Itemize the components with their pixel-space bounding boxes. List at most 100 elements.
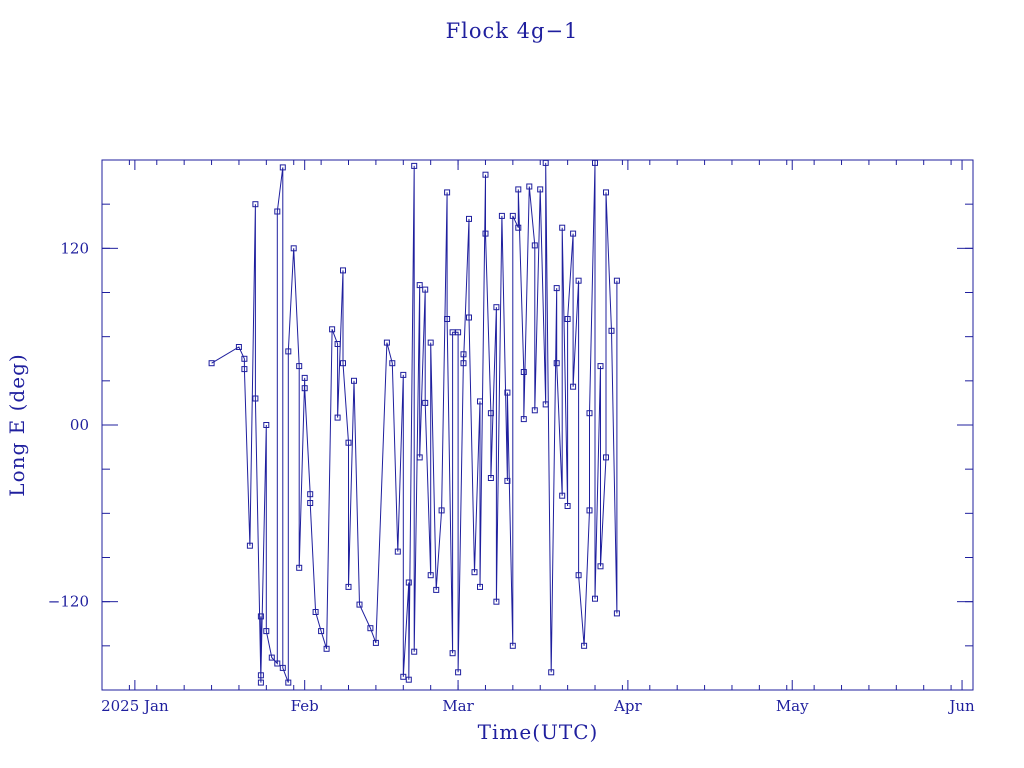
x-tick-label: Apr (613, 697, 642, 715)
data-point-marker (553, 360, 560, 367)
data-point-marker (301, 385, 308, 392)
data-point-marker (498, 212, 505, 219)
data-point-marker (570, 230, 577, 237)
y-tick-label: −120 (48, 593, 89, 611)
plot-frame (101, 159, 974, 691)
data-point-marker (542, 401, 549, 408)
data-point-marker (433, 586, 440, 593)
data-point-marker (455, 329, 462, 336)
data-point-marker (564, 503, 571, 509)
data-point-marker (564, 316, 571, 322)
data-point-marker (548, 669, 555, 676)
data-point-marker (608, 327, 615, 334)
data-point-marker (389, 360, 396, 367)
data-point-marker (515, 186, 522, 193)
data-point-marker (285, 679, 292, 686)
data-point-marker (504, 477, 511, 484)
data-point-marker (422, 286, 429, 293)
data-point-marker (553, 285, 560, 292)
data-point-marker (411, 162, 418, 169)
data-point-marker (466, 314, 472, 321)
chart-title: Flock 4g−1 (446, 19, 579, 43)
x-tick-label: 2025 Jan (101, 697, 169, 715)
data-point-marker (356, 601, 363, 608)
y-axis-label: Long E (deg) (5, 353, 29, 496)
data-point-marker (586, 410, 593, 417)
data-point-marker (263, 422, 270, 428)
x-tick-label: Feb (291, 697, 319, 715)
data-point-marker (515, 224, 522, 231)
data-point-marker (340, 267, 346, 274)
data-point-marker (296, 564, 303, 571)
x-axis-label: Time(UTC) (478, 720, 599, 744)
data-point-marker (241, 366, 248, 373)
series-line (211, 162, 618, 683)
data-point-marker (504, 389, 511, 396)
data-point-marker (471, 569, 478, 576)
data-point-marker (493, 304, 500, 311)
data-point-marker (477, 583, 483, 590)
data-point-marker (570, 383, 577, 390)
data-point-marker (301, 374, 308, 381)
data-point-marker (520, 369, 527, 375)
data-point-marker (444, 189, 451, 196)
data-point-marker (296, 363, 303, 370)
data-point-marker (581, 642, 588, 649)
data-point-marker (318, 628, 325, 635)
data-point-marker (252, 201, 259, 208)
data-point-marker (597, 363, 604, 370)
data-point-marker (307, 500, 314, 506)
data-point-marker (257, 672, 264, 679)
data-point-marker (246, 542, 253, 549)
data-point-marker (263, 628, 270, 635)
data-point-marker (460, 351, 467, 358)
data-point-marker (252, 395, 259, 402)
data-point-marker (487, 410, 494, 417)
data-point-marker (597, 563, 604, 570)
data-point-marker (416, 454, 423, 461)
data-point-marker (257, 679, 264, 686)
data-point-marker (411, 648, 418, 655)
data-point-marker (559, 224, 566, 231)
data-point-marker (455, 669, 462, 676)
data-point-marker (438, 507, 445, 514)
data-point-marker (279, 164, 286, 171)
data-point-marker (285, 348, 292, 355)
x-tick-label: Jun (947, 697, 975, 715)
data-point-marker (340, 360, 346, 367)
data-point-marker (241, 355, 248, 362)
x-tick-label: May (776, 697, 809, 715)
data-point-marker (444, 316, 451, 322)
data-point-marker (405, 579, 412, 586)
data-point-marker (520, 416, 527, 423)
data-point-marker (345, 583, 352, 590)
data-point-marker (334, 414, 341, 421)
data-point-marker (482, 171, 489, 178)
data-point-marker (487, 475, 494, 481)
data-point-marker (345, 439, 352, 446)
data-point-marker (383, 339, 390, 346)
data-point-marker (367, 625, 374, 632)
data-point-marker (427, 339, 434, 346)
data-point-marker (449, 650, 456, 657)
y-tick-label: 120 (60, 239, 89, 257)
data-point-marker (531, 407, 538, 414)
y-tick-label: 00 (70, 416, 89, 434)
data-point-marker (526, 183, 533, 190)
data-point-marker (509, 212, 516, 219)
data-point-marker (323, 645, 330, 652)
data-point-marker (400, 371, 407, 378)
data-point-marker (482, 230, 489, 237)
plot-area (208, 159, 620, 686)
data-point-marker (603, 454, 609, 461)
data-point-marker (329, 326, 336, 333)
data-point-marker (509, 642, 516, 649)
data-point-marker (334, 341, 341, 347)
data-point-marker (460, 360, 467, 367)
data-point-marker (274, 208, 281, 215)
data-point-marker (493, 598, 500, 605)
data-point-marker (372, 639, 379, 646)
data-point-marker (537, 186, 544, 193)
data-point-marker (307, 491, 314, 498)
